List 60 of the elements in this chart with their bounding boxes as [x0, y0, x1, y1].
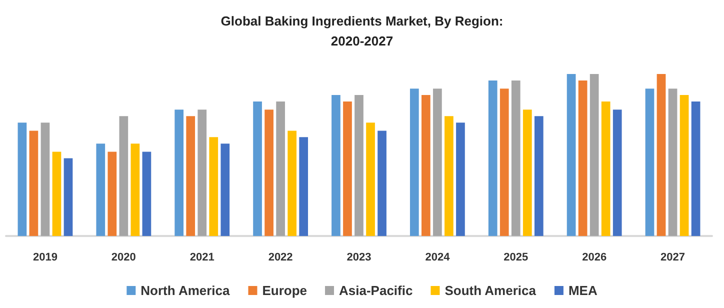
x-tick-label: 2024: [425, 252, 451, 264]
bar: [645, 88, 654, 236]
bar: [276, 102, 285, 236]
x-tick-label: 2023: [346, 252, 372, 264]
bar: [186, 116, 196, 236]
bar: [299, 137, 308, 236]
bar: [343, 102, 352, 236]
bar: [656, 74, 666, 236]
legend-label: North America: [140, 283, 231, 298]
bar: [40, 122, 50, 236]
bar: [590, 74, 599, 236]
bar: [488, 80, 498, 236]
bar: [142, 152, 152, 236]
bar: [354, 95, 364, 236]
x-tick-label: 2027: [660, 252, 686, 264]
bar: [64, 158, 73, 236]
chart-title: Global Baking Ingredients Market, By Region: 2020-2027: [220, 14, 504, 48]
bar: [366, 122, 375, 236]
bar: [668, 88, 678, 236]
legend-label: South America: [444, 283, 537, 298]
bar: [18, 122, 27, 236]
bar: [253, 102, 262, 236]
legend-label: MEA: [568, 283, 598, 298]
bar: [332, 95, 340, 236]
bar: [511, 80, 520, 236]
x-tick-label: 2025: [504, 252, 528, 264]
x-tick-label: 2021: [190, 252, 214, 264]
bar: [691, 102, 700, 236]
x-tick-label: 2026: [582, 252, 607, 264]
bar: [198, 110, 207, 236]
bar: [522, 110, 532, 236]
bar: [422, 95, 430, 236]
bar: [680, 95, 689, 236]
bar: [130, 144, 140, 236]
bar: [29, 130, 38, 236]
bar: [601, 102, 610, 236]
bar: [52, 152, 62, 236]
bar: [288, 130, 296, 236]
x-tick-label: 2020: [111, 252, 136, 264]
bar: [220, 144, 230, 236]
legend-label: Europe: [262, 283, 308, 298]
bar: [612, 110, 622, 236]
bar: [566, 74, 576, 236]
bar: [500, 88, 509, 236]
bar: [209, 137, 218, 236]
bar: [578, 80, 588, 236]
bar: [96, 144, 106, 236]
x-tick-label: 2022: [268, 252, 293, 264]
x-tick-label: 2019: [32, 252, 58, 264]
bar: [119, 116, 128, 236]
bar: [378, 130, 386, 236]
bar: [456, 122, 465, 236]
bar: [444, 116, 454, 236]
bar: [174, 110, 184, 236]
bar: [410, 88, 419, 236]
bar: [108, 152, 117, 236]
bar: [264, 110, 274, 236]
bar: [433, 88, 442, 236]
legend-label: Asia-Pacific: [339, 283, 413, 298]
bar: [534, 116, 544, 236]
